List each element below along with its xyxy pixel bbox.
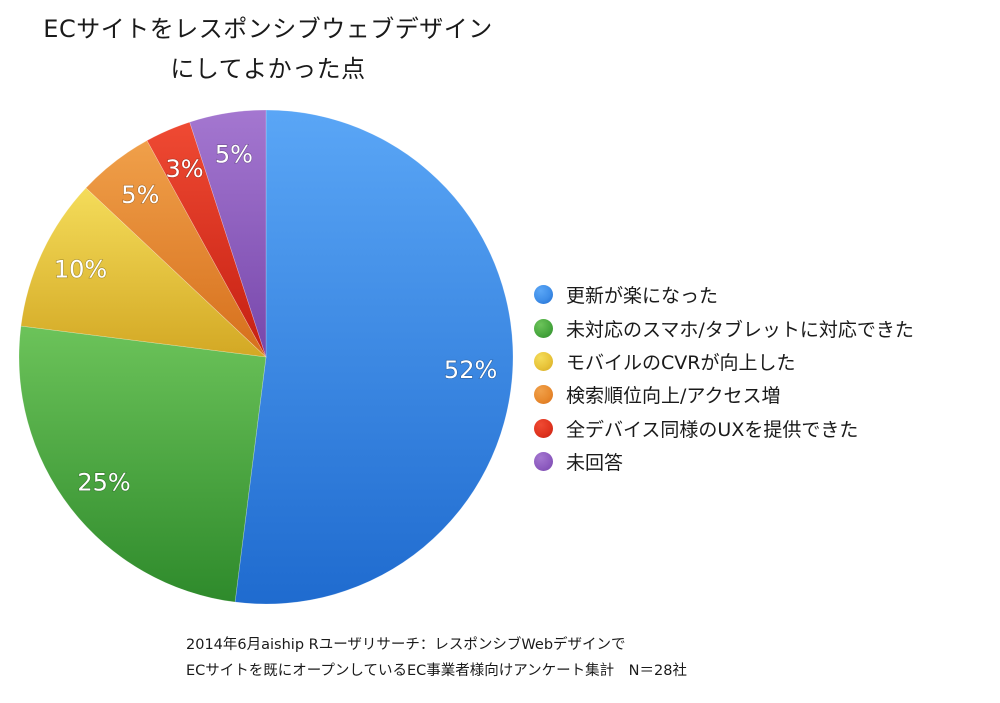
legend-item-4: 検索順位向上/アクセス増 (534, 378, 914, 411)
data-label-6: 5% (215, 141, 253, 169)
legend-item-3: モバイルのCVRが向上した (534, 345, 914, 378)
legend-item-1: 更新が楽になった (534, 278, 914, 311)
data-label-1: 52% (444, 356, 497, 384)
legend-swatch (534, 351, 553, 371)
legend-swatch (534, 385, 553, 405)
pie-slices (18, 109, 514, 605)
pie-slice-3 (20, 187, 267, 358)
data-label-5: 3% (166, 155, 204, 183)
legend-item-6: 未回答 (534, 445, 914, 478)
legend-item-5: 全デバイス同様のUXを提供できた (534, 412, 914, 445)
pie-slice-5 (146, 121, 267, 358)
data-label-2: 25% (77, 469, 130, 497)
legend-swatch (534, 285, 553, 305)
legend-label: 未対応のスマホ/タブレットに対応できた (566, 318, 914, 341)
pie-slice-1 (234, 109, 514, 605)
legend-label: 未回答 (566, 452, 624, 475)
pie-labels: 52%25%10%5%3%5% (53, 140, 498, 497)
footnote-line-1: 2014年6月aiship Rユーザリサーチ：レスポンシブWebデザインで (186, 637, 626, 653)
pie-slice-2 (18, 325, 267, 603)
legend-label: 検索順位向上/アクセス増 (566, 385, 781, 408)
data-label-4: 5% (121, 181, 159, 209)
legend-swatch (534, 418, 553, 438)
pie-slice-6 (189, 109, 267, 358)
chart-title-line-2: にしてよかった点 (170, 55, 366, 83)
data-label-3: 10% (54, 256, 107, 284)
legend-swatch (534, 452, 553, 472)
legend-item-2: 未対応のスマホ/タブレットに対応できた (534, 311, 914, 344)
footnote-line-2: ECサイトを既にオープンしているEC事業者様向けアンケート集計 N＝28社 (186, 663, 687, 679)
legend-label: 全デバイス同様のUXを提供できた (566, 418, 859, 441)
legend: 更新が楽になった 未対応のスマホ/タブレットに対応できた モバイルのCVRが向上… (534, 278, 914, 478)
legend-swatch (534, 318, 553, 338)
legend-label: モバイルのCVRが向上した (566, 351, 796, 374)
chart-title-line-1: ECサイトをレスポンシブウェブデザイン (43, 15, 493, 43)
legend-label: 更新が楽になった (566, 285, 719, 308)
pie-slice-4 (85, 140, 267, 358)
